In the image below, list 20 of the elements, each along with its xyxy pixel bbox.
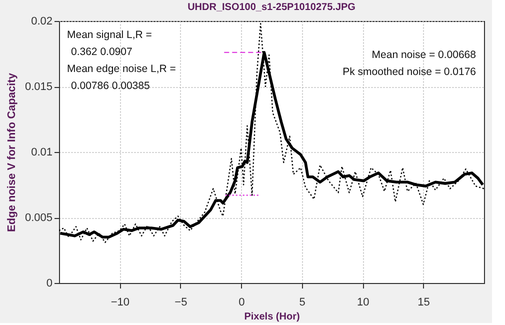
annotation: Mean signal L,R = <box>67 29 152 41</box>
annotation: Mean noise = 0.00668 <box>372 49 476 61</box>
chart-title: UHDR_ISO100_s1-25P1010275.JPG <box>188 2 356 13</box>
y-tick-label: 0.005 <box>24 212 52 224</box>
y-tick-label: 0.015 <box>24 81 52 93</box>
x-axis-title: Pixels (Hor) <box>244 312 300 322</box>
x-tick-label: −10 <box>110 296 130 308</box>
annotation: 0.00786 0.00385 <box>71 80 150 92</box>
x-tick-label: −5 <box>174 296 188 308</box>
y-tick-label: 0 <box>46 278 52 290</box>
y-axis-title: Edge noise V for Info Capacity <box>6 72 18 232</box>
y-tick-label: 0.01 <box>31 146 52 158</box>
x-tick-label: 15 <box>418 296 430 308</box>
annotation: 0.362 0.0907 <box>71 46 132 58</box>
annotation: Pk smoothed noise = 0.0176 <box>342 66 476 78</box>
x-tick-label: 5 <box>299 296 306 308</box>
x-tick-label: 0 <box>238 296 245 308</box>
x-tick-label: 10 <box>356 296 370 308</box>
y-tick-label: 0.02 <box>31 16 52 28</box>
annotation: Mean edge noise L,R = <box>67 63 176 75</box>
